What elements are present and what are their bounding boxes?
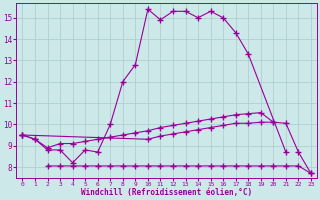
X-axis label: Windchill (Refroidissement éolien,°C): Windchill (Refroidissement éolien,°C): [81, 188, 252, 197]
